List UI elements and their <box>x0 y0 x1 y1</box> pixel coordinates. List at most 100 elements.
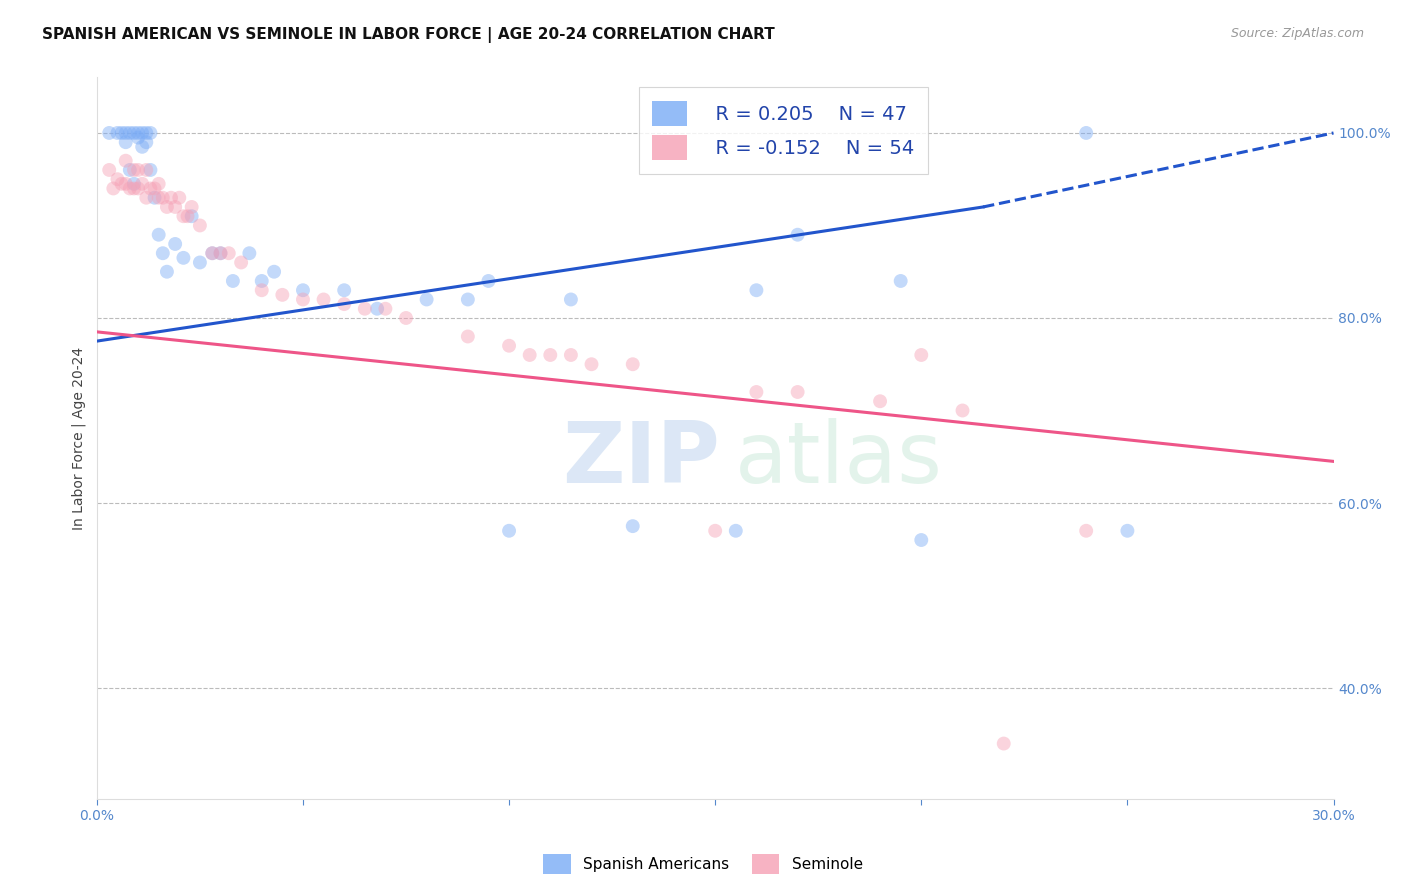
Point <box>107 126 129 140</box>
Point <box>621 519 644 533</box>
Legend: Spanish Americans, Seminole: Spanish Americans, Seminole <box>537 848 869 880</box>
Point <box>560 348 582 362</box>
Point <box>131 177 153 191</box>
Point <box>581 357 603 371</box>
Point <box>172 251 194 265</box>
Point <box>148 191 170 205</box>
Point <box>538 348 561 362</box>
Point <box>291 283 314 297</box>
Point <box>176 209 198 223</box>
Point <box>152 191 174 205</box>
Point <box>333 283 356 297</box>
Point <box>498 339 520 353</box>
Point <box>415 293 437 307</box>
Point <box>114 135 136 149</box>
Point <box>291 293 314 307</box>
Point <box>160 191 183 205</box>
Point <box>209 246 232 260</box>
Point <box>218 246 240 260</box>
Point <box>114 153 136 168</box>
Point <box>374 301 396 316</box>
Point <box>1076 126 1098 140</box>
Point <box>148 227 170 242</box>
Point <box>333 297 356 311</box>
Point <box>114 126 136 140</box>
Point <box>118 163 141 178</box>
Point <box>786 227 808 242</box>
Point <box>263 265 285 279</box>
Point <box>122 181 145 195</box>
Point <box>477 274 499 288</box>
Point <box>114 177 136 191</box>
Point <box>745 283 768 297</box>
Point <box>122 126 145 140</box>
Point <box>560 293 582 307</box>
Point <box>250 283 273 297</box>
Point <box>395 310 418 325</box>
Text: SPANISH AMERICAN VS SEMINOLE IN LABOR FORCE | AGE 20-24 CORRELATION CHART: SPANISH AMERICAN VS SEMINOLE IN LABOR FO… <box>42 27 775 43</box>
Point <box>312 293 335 307</box>
Point <box>135 191 157 205</box>
Point <box>98 126 121 140</box>
Point <box>165 237 187 252</box>
Point <box>353 301 375 316</box>
Point <box>135 163 157 178</box>
Text: atlas: atlas <box>735 418 943 501</box>
Point <box>169 191 191 205</box>
Point <box>122 163 145 178</box>
Point <box>457 293 479 307</box>
Point <box>127 163 149 178</box>
Point <box>131 126 153 140</box>
Point <box>156 200 179 214</box>
Point <box>745 384 768 399</box>
Point <box>229 255 252 269</box>
Point <box>107 172 129 186</box>
Point <box>704 524 727 538</box>
Point <box>201 246 224 260</box>
Legend:   R = 0.205    N = 47,   R = -0.152    N = 54: R = 0.205 N = 47, R = -0.152 N = 54 <box>638 87 928 174</box>
Point <box>127 126 149 140</box>
Text: Source: ZipAtlas.com: Source: ZipAtlas.com <box>1230 27 1364 40</box>
Point <box>139 163 162 178</box>
Point <box>910 533 932 547</box>
Text: ZIP: ZIP <box>562 418 720 501</box>
Point <box>118 181 141 195</box>
Point <box>156 265 179 279</box>
Point <box>222 274 245 288</box>
Point <box>148 177 170 191</box>
Point <box>131 140 153 154</box>
Point <box>890 274 912 288</box>
Point <box>238 246 260 260</box>
Point <box>110 177 132 191</box>
Point <box>98 163 121 178</box>
Point <box>165 200 187 214</box>
Point <box>127 130 149 145</box>
Point <box>103 181 125 195</box>
Point <box>188 219 211 233</box>
Point <box>366 301 388 316</box>
Point <box>135 135 157 149</box>
Point <box>519 348 541 362</box>
Point <box>118 126 141 140</box>
Point <box>271 288 294 302</box>
Point <box>621 357 644 371</box>
Point <box>180 200 202 214</box>
Point <box>122 177 145 191</box>
Point <box>209 246 232 260</box>
Point <box>127 181 149 195</box>
Point <box>993 737 1015 751</box>
Point <box>786 384 808 399</box>
Point <box>188 255 211 269</box>
Point <box>143 181 166 195</box>
Point <box>250 274 273 288</box>
Point <box>172 209 194 223</box>
Y-axis label: In Labor Force | Age 20-24: In Labor Force | Age 20-24 <box>72 347 86 530</box>
Point <box>1076 524 1098 538</box>
Point <box>724 524 747 538</box>
Point <box>110 126 132 140</box>
Point <box>201 246 224 260</box>
Point <box>498 524 520 538</box>
Point <box>869 394 891 409</box>
Point <box>457 329 479 343</box>
Point <box>910 348 932 362</box>
